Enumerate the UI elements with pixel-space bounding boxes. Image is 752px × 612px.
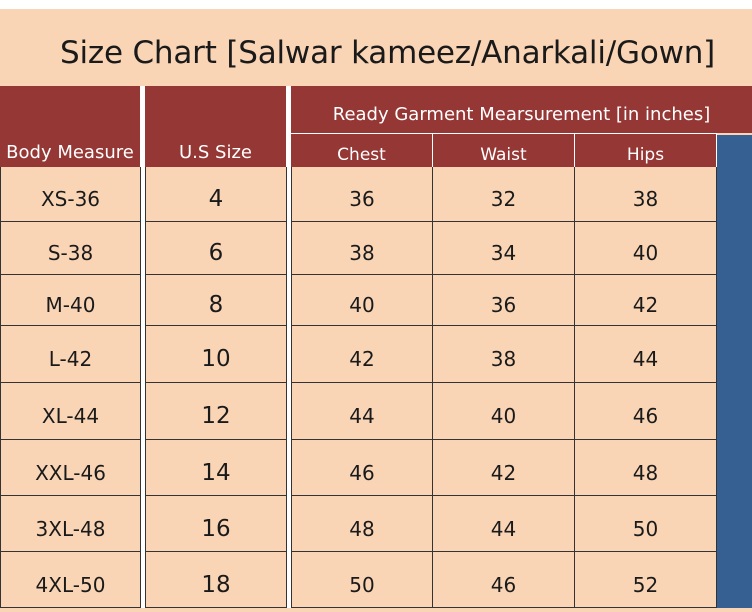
page-title: Size Chart [Salwar kameez/Anarkali/Gown] — [60, 35, 716, 71]
us-size-cell: 18 — [145, 552, 287, 608]
header-garment-measurement-label: Ready Garment Mearsurement [in inches] — [332, 104, 711, 125]
header-waist-label: Waist — [480, 144, 527, 165]
waist-cell: 46 — [433, 552, 575, 608]
chest-cell: 36 — [291, 167, 433, 222]
waist-cell: 32 — [433, 167, 575, 222]
column-gutter — [287, 86, 291, 608]
body-measure-cell: XXL-46 — [0, 440, 141, 496]
body-measure-cell: XS-36 — [0, 167, 141, 222]
body-measure-cell: 4XL-50 — [0, 552, 141, 608]
chest-cell: 48 — [291, 496, 433, 552]
us-size-cell: 14 — [145, 440, 287, 496]
hips-cell: 40 — [575, 222, 717, 275]
header-chest: Chest — [291, 133, 433, 167]
hips-cell: 38 — [575, 167, 717, 222]
body-measure-cell: L-42 — [0, 326, 141, 383]
chest-cell: 50 — [291, 552, 433, 608]
side-accent-bar — [717, 135, 752, 608]
header-chest-label: Chest — [337, 144, 386, 165]
header-us-size-label: U.S Size — [179, 142, 252, 163]
hips-cell: 48 — [575, 440, 717, 496]
us-size-cell: 12 — [145, 383, 287, 440]
body-measure-cell: 3XL-48 — [0, 496, 141, 552]
waist-cell: 42 — [433, 440, 575, 496]
us-size-cell: 4 — [145, 167, 287, 222]
waist-cell: 36 — [433, 275, 575, 326]
body-measure-cell: XL-44 — [0, 383, 141, 440]
chest-cell: 46 — [291, 440, 433, 496]
header-body-measure-label: Body Measure — [6, 142, 134, 163]
body-measure-cell: M-40 — [0, 275, 141, 326]
chest-cell: 42 — [291, 326, 433, 383]
chest-cell: 44 — [291, 383, 433, 440]
header-hips-label: Hips — [626, 144, 665, 165]
us-size-cell: 6 — [145, 222, 287, 275]
header-body-measure: Body Measure — [0, 86, 141, 167]
chest-cell: 40 — [291, 275, 433, 326]
column-gutter — [141, 86, 145, 608]
hips-cell: 50 — [575, 496, 717, 552]
hips-cell: 42 — [575, 275, 717, 326]
us-size-cell: 10 — [145, 326, 287, 383]
waist-cell: 34 — [433, 222, 575, 275]
hips-cell: 44 — [575, 326, 717, 383]
chest-cell: 38 — [291, 222, 433, 275]
header-hips: Hips — [575, 133, 717, 167]
waist-cell: 40 — [433, 383, 575, 440]
hips-cell: 52 — [575, 552, 717, 608]
header-garment-measurement: Ready Garment Mearsurement [in inches] — [291, 86, 752, 133]
us-size-cell: 16 — [145, 496, 287, 552]
us-size-cell: 8 — [145, 275, 287, 326]
body-measure-cell: S-38 — [0, 222, 141, 275]
header-waist: Waist — [433, 133, 575, 167]
hips-cell: 46 — [575, 383, 717, 440]
header-us-size: U.S Size — [145, 86, 287, 167]
waist-cell: 38 — [433, 326, 575, 383]
waist-cell: 44 — [433, 496, 575, 552]
